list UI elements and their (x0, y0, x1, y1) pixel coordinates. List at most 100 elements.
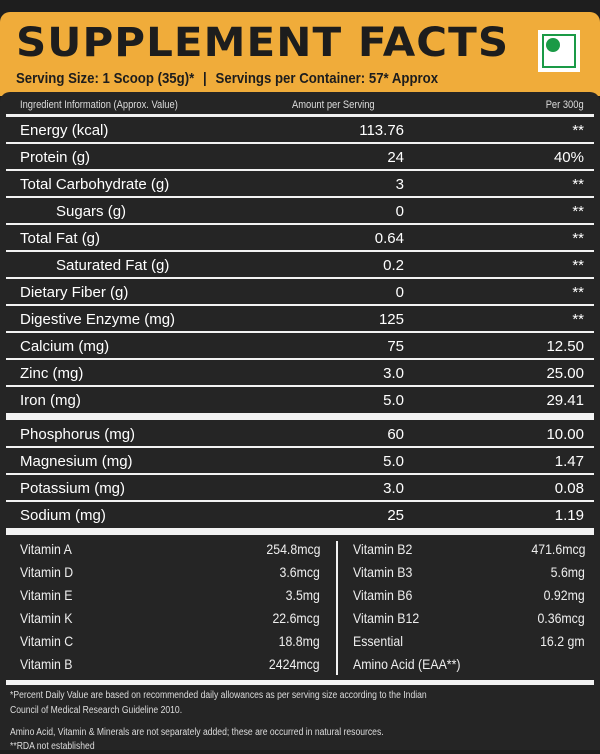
nutrient-per-300g: ** (572, 311, 584, 328)
serving-size: Serving Size: 1 Scoop (35g)* (16, 70, 195, 87)
nutrient-amount: 3 (395, 176, 404, 193)
vitamin-value: 2424mcg (269, 656, 320, 672)
row-divider (6, 223, 594, 225)
nutrient-row: Total Carbohydrate (g) 3 ** (0, 171, 600, 198)
vitamin-name: Vitamin B2 (353, 541, 413, 557)
nutrient-per-300g: ** (572, 176, 584, 193)
vitamin-name: Amino Acid (EAA**) (353, 656, 461, 672)
nutrient-name: Potassium (mg) (20, 480, 126, 497)
nutrient-per-300g: 0.08 (554, 480, 584, 497)
column-headers: Ingredient Information (Approx. Value) A… (0, 92, 600, 116)
nutrient-row: Protein (g) 24 40% (0, 144, 600, 171)
row-divider (6, 250, 594, 252)
nutrient-amount: 125 (378, 311, 404, 328)
row-divider (6, 500, 594, 502)
vitamin-name: Vitamin B (20, 656, 73, 672)
row-divider (6, 473, 594, 475)
serving-separator: | (203, 70, 207, 87)
nutrient-amount: 0 (395, 284, 404, 301)
supplement-facts-header: SUPPLEMENT FACTS Serving Size: 1 Scoop (… (0, 12, 600, 96)
nutrient-per-300g: 40% (553, 149, 584, 166)
nutrient-amount: 75 (387, 338, 404, 355)
col-per: Per 300g (546, 99, 584, 111)
row-divider (6, 304, 594, 306)
servings-per-container: Servings per Container: 57* Approx (215, 70, 439, 87)
vitamin-row: Vitamin D 3.6mcg Vitamin B3 5.6mg (0, 561, 600, 584)
vitamin-row: Vitamin C 18.8mg Essential 16.2 gm (0, 630, 600, 653)
vitamin-name: Vitamin K (20, 610, 73, 626)
section-divider (6, 680, 594, 685)
vegetarian-mark-icon (538, 30, 580, 72)
nutrient-per-300g: ** (572, 203, 584, 220)
vitamin-value: 16.2 gm (540, 633, 585, 649)
nutrient-name: Digestive Enzyme (mg) (20, 311, 176, 328)
nutrient-name: Total Carbohydrate (g) (20, 176, 170, 193)
nutrient-name: Sodium (mg) (20, 507, 106, 524)
nutrient-per-300g: ** (572, 257, 584, 274)
nutrient-per-300g: ** (572, 230, 584, 247)
nutrient-row: Magnesium (mg) 5.0 1.47 (0, 448, 600, 475)
footnote: Council of Medical Research Guideline 20… (10, 705, 183, 716)
nutrient-row: Dietary Fiber (g) 0 ** (0, 279, 600, 306)
nutrient-name: Energy (kcal) (20, 122, 109, 139)
row-divider (6, 169, 594, 171)
nutrient-name: Magnesium (mg) (20, 453, 133, 470)
section-divider (6, 528, 594, 535)
nutrient-name: Iron (mg) (20, 392, 81, 409)
vitamin-value: 0.36mcg (537, 610, 585, 626)
header-divider (6, 114, 594, 117)
row-divider (6, 385, 594, 387)
nutrient-amount: 5.0 (383, 453, 404, 470)
vitamin-column-divider (336, 541, 338, 675)
row-divider (6, 331, 594, 333)
nutrient-row: Energy (kcal) 113.76 ** (0, 117, 600, 144)
row-divider (6, 277, 594, 279)
nutrient-amount: 24 (387, 149, 404, 166)
nutrient-name: Calcium (mg) (20, 338, 110, 355)
vitamin-value: 3.6mcg (279, 564, 320, 580)
vitamin-row: Vitamin B 2424mcg Amino Acid (EAA**) (0, 653, 600, 676)
nutrient-per-300g: 1.19 (554, 507, 584, 524)
vitamin-value: 5.6mg (550, 564, 585, 580)
vitamin-value: 3.5mg (285, 587, 320, 603)
section-divider (6, 413, 594, 420)
vitamin-row: Vitamin A 254.8mcg Vitamin B2 471.6mcg (0, 538, 600, 561)
nutrient-amount: 25 (387, 507, 404, 524)
vitamin-value: 18.8mg (278, 633, 320, 649)
nutrient-row: Zinc (mg) 3.0 25.00 (0, 360, 600, 387)
vitamin-name: Vitamin B12 (353, 610, 420, 626)
nutrient-name: Zinc (mg) (20, 365, 84, 382)
nutrient-amount: 3.0 (383, 480, 404, 497)
nutrient-amount: 0 (395, 203, 404, 220)
nutrient-row: Digestive Enzyme (mg) 125 ** (0, 306, 600, 333)
nutrient-per-300g: ** (572, 122, 584, 139)
vitamin-name: Vitamin B6 (353, 587, 413, 603)
nutrient-amount: 5.0 (383, 392, 404, 409)
vitamin-name: Vitamin D (20, 564, 74, 580)
serving-info: Serving Size: 1 Scoop (35g)* | Servings pe… (16, 70, 438, 87)
nutrient-name: Saturated Fat (g) (56, 257, 170, 274)
vitamin-name: Vitamin A (20, 541, 72, 557)
nutrient-name: Total Fat (g) (20, 230, 101, 247)
nutrient-per-300g: ** (572, 284, 584, 301)
facts-panel: Ingredient Information (Approx. Value) A… (0, 92, 600, 752)
nutrient-amount: 3.0 (383, 365, 404, 382)
row-divider (6, 446, 594, 448)
row-divider (6, 358, 594, 360)
nutrient-per-300g: 25.00 (546, 365, 584, 382)
footnote: **RDA not established (10, 741, 95, 752)
vitamin-value: 471.6mcg (530, 541, 585, 557)
nutrient-name: Dietary Fiber (g) (20, 284, 129, 301)
vitamin-name: Vitamin C (20, 633, 74, 649)
nutrient-row: Total Fat (g) 0.64 ** (0, 225, 600, 252)
vitamin-name: Essential (353, 633, 403, 649)
nutrient-row: Sodium (mg) 25 1.19 (0, 502, 600, 529)
nutrient-row: Sugars (g) 0 ** (0, 198, 600, 225)
nutrient-amount: 60 (387, 426, 404, 443)
nutrient-per-300g: 1.47 (554, 453, 584, 470)
vitamin-value: 22.6mcg (272, 610, 320, 626)
nutrient-name: Sugars (g) (56, 203, 127, 220)
vitamin-row: Vitamin K 22.6mcg Vitamin B12 0.36mcg (0, 607, 600, 630)
nutrient-row: Saturated Fat (g) 0.2 ** (0, 252, 600, 279)
vitamin-value: 254.8mcg (265, 541, 320, 557)
